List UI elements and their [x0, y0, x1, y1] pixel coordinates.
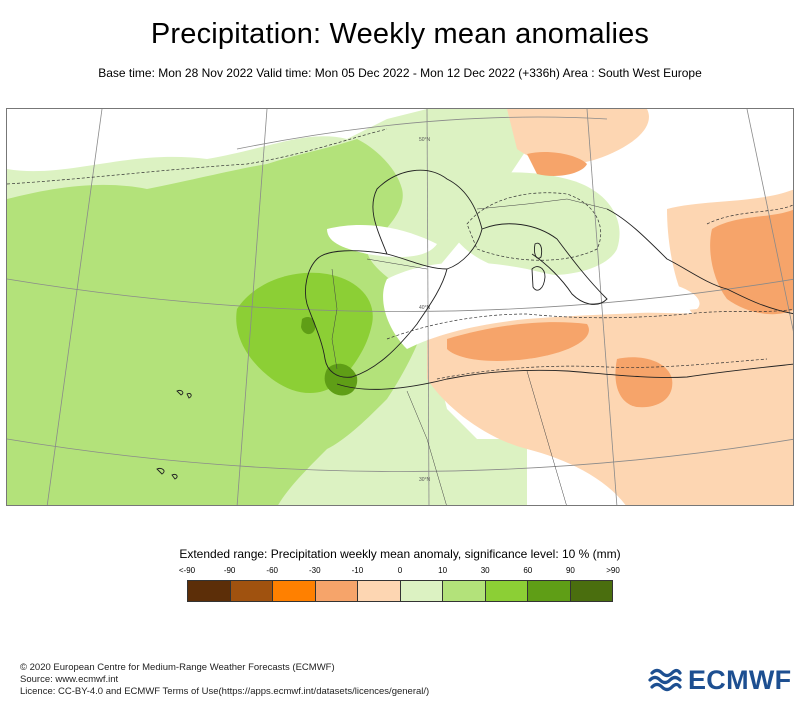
legend-swatch [443, 581, 486, 601]
legend-label: 30 [480, 566, 490, 575]
legend-swatch [528, 581, 571, 601]
legend-swatch [485, 581, 528, 601]
legend-label: 0 [397, 566, 403, 575]
graticule-lat-50 [236, 116, 608, 150]
legend-label: <-90 [178, 566, 196, 575]
border-spain-portugal [331, 268, 338, 370]
orange-region-adriatic [527, 152, 587, 176]
ecmwf-logo: ECMWF [648, 664, 792, 695]
orange-region-algeria [447, 322, 589, 361]
legend-title: Extended range: Precipitation weekly mea… [179, 547, 621, 561]
legend-swatch [400, 581, 443, 601]
legend-swatch [570, 581, 612, 601]
ecmwf-logo-text: ECMWF [688, 664, 792, 695]
map-canvas: 30°N 40°N 50°N [7, 109, 793, 505]
dark-green-spot-lisbon [301, 317, 316, 335]
graticule-lat-40 [7, 278, 793, 312]
green-region-atlantic [7, 139, 427, 505]
coastlines [156, 169, 793, 480]
graticule-label-50n: 50°N [419, 137, 431, 143]
footer-source: Source: www.ecmwf.int [20, 674, 119, 685]
legend-swatch [273, 581, 316, 601]
ecmwf-logo-icon [648, 668, 682, 692]
graticule-label-30n: 30°N [419, 477, 431, 483]
orange-region-greece [710, 209, 793, 315]
graticule-lat-30 [7, 438, 793, 472]
legend-swatch [188, 581, 231, 601]
green-region-tyrrhenian [447, 172, 620, 276]
legend-swatch [230, 581, 273, 601]
orange-region-north [507, 109, 649, 165]
legend-label: -30 [309, 566, 321, 575]
coast-canaries [156, 468, 178, 480]
legend-label: 90 [565, 566, 575, 575]
contour-alps [466, 192, 602, 261]
contour-mediterranean [386, 308, 793, 340]
footer-credits: © 2020 European Centre for Medium-Range … [20, 662, 429, 698]
contour-atlantic [7, 128, 388, 185]
footer-copyright: © 2020 European Centre for Medium-Range … [20, 662, 335, 673]
legend-label: -60 [266, 566, 278, 575]
graticule-label-40n: 40°N [419, 305, 431, 311]
legend-labels: <-90 -90 -60 -30 -10 0 10 30 60 90 >90 [179, 566, 620, 578]
country-borders [331, 198, 608, 505]
border-algeria-libya [526, 370, 567, 505]
legend-label: -10 [351, 566, 364, 575]
coast-france [372, 169, 483, 270]
contour-greece [706, 204, 793, 225]
graticule-lon-20e [746, 109, 793, 332]
neutral-region-mediterranean [383, 262, 700, 349]
legend-label: -90 [223, 566, 236, 575]
coast-azores [176, 390, 192, 399]
coast-north-africa [336, 363, 793, 390]
legend-swatch [358, 581, 401, 601]
coast-italy [481, 223, 608, 305]
coast-balkans [606, 208, 793, 315]
contour-north-africa [436, 358, 768, 380]
legend-label: 10 [438, 566, 448, 575]
graticule-lon-10w [236, 109, 268, 505]
chart-subtitle: Base time: Mon 28 Nov 2022 Valid time: M… [98, 66, 702, 80]
darker-green-region-iberia [236, 272, 373, 394]
legend-label: 60 [523, 566, 533, 575]
anomaly-map: 30°N 40°N 50°N [6, 108, 794, 506]
coast-corsica [534, 242, 543, 259]
chart-title: Precipitation: Weekly mean anomalies [150, 18, 650, 50]
coast-iberia [305, 250, 448, 378]
border-morocco-algeria [406, 390, 447, 505]
border-alps [476, 198, 608, 210]
graticule-lon-10e [586, 109, 618, 505]
legend-colorbar [187, 580, 613, 602]
border-spain-france [366, 258, 428, 270]
orange-region-libya [615, 357, 673, 408]
graticule-lon-20w [46, 109, 103, 505]
coast-sardinia [531, 266, 546, 291]
legend-swatch [315, 581, 358, 601]
legend-label: >90 [606, 566, 620, 575]
footer-licence: Licence: CC-BY-4.0 and ECMWF Terms of Us… [20, 686, 430, 697]
significance-contours [7, 128, 793, 380]
